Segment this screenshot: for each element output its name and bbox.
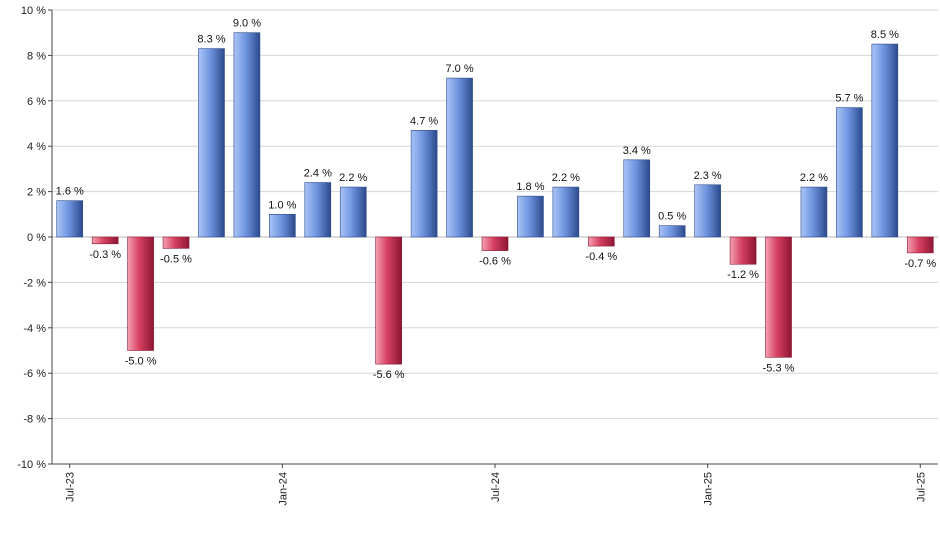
bar bbox=[658, 225, 686, 238]
y-tick-label: 4 % bbox=[27, 141, 46, 153]
y-tick-label: 0 % bbox=[27, 232, 46, 244]
bar-value-label: 1.8 % bbox=[516, 181, 544, 193]
bar-value-label: 3.4 % bbox=[623, 145, 651, 157]
bar-value-label: 8.5 % bbox=[871, 29, 899, 41]
x-tick-label: Jan-25 bbox=[703, 472, 715, 506]
y-tick-label: -2 % bbox=[23, 277, 46, 289]
bar-value-label: 1.6 % bbox=[56, 186, 84, 198]
bar bbox=[127, 236, 154, 351]
bar bbox=[375, 236, 402, 365]
axes bbox=[51, 10, 938, 468]
bar-value-label: 2.3 % bbox=[694, 170, 722, 182]
bar bbox=[269, 214, 296, 238]
bar bbox=[198, 48, 225, 238]
bar-value-label: -0.7 % bbox=[904, 258, 936, 270]
bar-value-label: 0.5 % bbox=[658, 211, 686, 223]
bar bbox=[906, 236, 934, 254]
bar bbox=[765, 236, 792, 358]
bar-value-label: -0.4 % bbox=[585, 251, 617, 263]
x-tick-label: Jul-23 bbox=[65, 472, 77, 502]
bar-value-label: 5.7 % bbox=[835, 93, 863, 105]
y-tick-label: -6 % bbox=[23, 368, 46, 380]
bar bbox=[481, 236, 509, 251]
bar bbox=[162, 236, 190, 249]
bar-value-label: 7.0 % bbox=[445, 63, 473, 75]
y-axis-tick-labels: 10 % 8 % 6 % 4 % 2 % 0 % -2 % -4 % -6 % -8 % -10 % bbox=[17, 5, 46, 471]
x-tick-label: Jan-24 bbox=[277, 472, 289, 506]
bar bbox=[91, 236, 119, 245]
bar-value-label: -1.2 % bbox=[727, 269, 759, 281]
bar-value-label: 8.3 % bbox=[197, 34, 225, 46]
bar bbox=[871, 43, 899, 238]
bar bbox=[446, 77, 473, 238]
y-tick-label: 6 % bbox=[27, 96, 46, 108]
bar bbox=[339, 186, 367, 238]
bar-value-label: -0.6 % bbox=[479, 256, 511, 268]
bar bbox=[552, 186, 580, 238]
y-tick-label: -8 % bbox=[23, 414, 46, 426]
bar-value-label: -5.6 % bbox=[373, 369, 405, 381]
y-tick-label: -4 % bbox=[23, 323, 46, 335]
bar bbox=[233, 32, 261, 238]
bar bbox=[304, 182, 332, 238]
bar bbox=[800, 186, 828, 238]
bar-value-label: 2.4 % bbox=[304, 168, 332, 180]
x-axis-tick-labels: Jul-23 Jan-24 Jul-24 Jan-25 Jul-25 bbox=[65, 472, 928, 506]
bar-value-label: 2.2 % bbox=[339, 172, 367, 184]
y-tick-label: -10 % bbox=[17, 459, 46, 471]
bar-value-labels: 1.6 % -0.3 % -5.0 % -0.5 % 8.3 % 9.0 % 1.0 % 2.… bbox=[56, 18, 937, 381]
bar bbox=[410, 130, 438, 238]
bar-value-label: 2.2 % bbox=[552, 172, 580, 184]
bar-value-label: -0.3 % bbox=[89, 249, 121, 261]
bar-value-label: -0.5 % bbox=[160, 253, 192, 265]
y-tick-label: 2 % bbox=[27, 187, 46, 199]
y-tick-label: 10 % bbox=[21, 5, 46, 17]
x-tick-label: Jul-24 bbox=[490, 472, 502, 502]
bar-value-label: 2.2 % bbox=[800, 172, 828, 184]
x-tick-label: Jul-25 bbox=[915, 472, 927, 502]
bars bbox=[56, 32, 934, 365]
bar-value-label: -5.3 % bbox=[763, 362, 795, 374]
bar-value-label: 9.0 % bbox=[233, 18, 261, 30]
bar bbox=[588, 236, 615, 247]
bar-value-label: 4.7 % bbox=[410, 115, 438, 127]
bar bbox=[56, 200, 84, 238]
y-tick-label: 8 % bbox=[27, 50, 46, 62]
bar bbox=[623, 159, 651, 238]
bar bbox=[694, 184, 721, 238]
bar-value-label: -5.0 % bbox=[125, 356, 157, 368]
bar-value-label: 1.0 % bbox=[268, 199, 296, 211]
bar bbox=[729, 236, 757, 265]
bar bbox=[836, 107, 863, 238]
bar bbox=[517, 195, 544, 238]
